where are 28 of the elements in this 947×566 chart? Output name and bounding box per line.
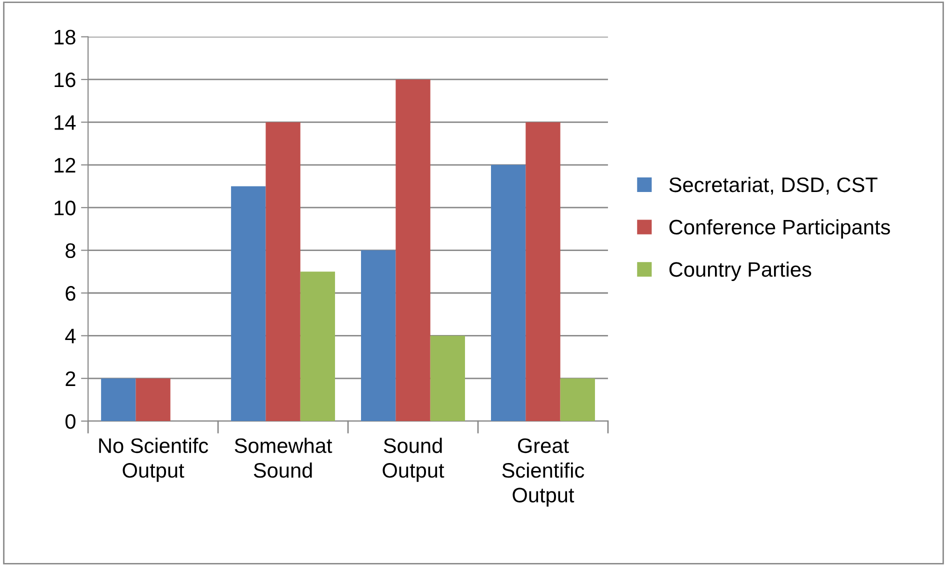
y-tick-label: 4 [65, 328, 76, 344]
bar [490, 164, 526, 422]
bar [560, 378, 595, 422]
y-tick-label: 16 [54, 72, 76, 88]
y-tick-label: 8 [66, 243, 76, 258]
y-tick-label: 12 [54, 158, 76, 172]
legend-label: Country Parties [669, 262, 812, 281]
x-tick-label: No Scientifc Output [99, 438, 208, 482]
bar [300, 272, 336, 422]
bar [101, 378, 136, 422]
y-tick-label: 0 [65, 414, 76, 429]
y-tick-label: 18 [54, 30, 76, 45]
y-tick-label: 2 [66, 371, 76, 386]
bar [361, 250, 396, 422]
y-tick-label: 6 [66, 286, 76, 301]
legend-label: Conference Participants [669, 219, 890, 239]
legend-label: Secretariat, DSD, CST [669, 176, 878, 195]
x-tick-label: Sound Output [382, 438, 444, 482]
x-tick-label: Great Scientific Output [502, 438, 584, 507]
x-tick-label: Somewhat Sound [234, 438, 332, 478]
bar [526, 122, 560, 422]
bar [136, 378, 170, 422]
bar [266, 122, 300, 422]
y-tick-label: 14 [54, 115, 76, 130]
bar [231, 186, 266, 422]
bar [430, 336, 465, 422]
bar [396, 79, 430, 422]
y-tick-label: 10 [54, 200, 76, 216]
